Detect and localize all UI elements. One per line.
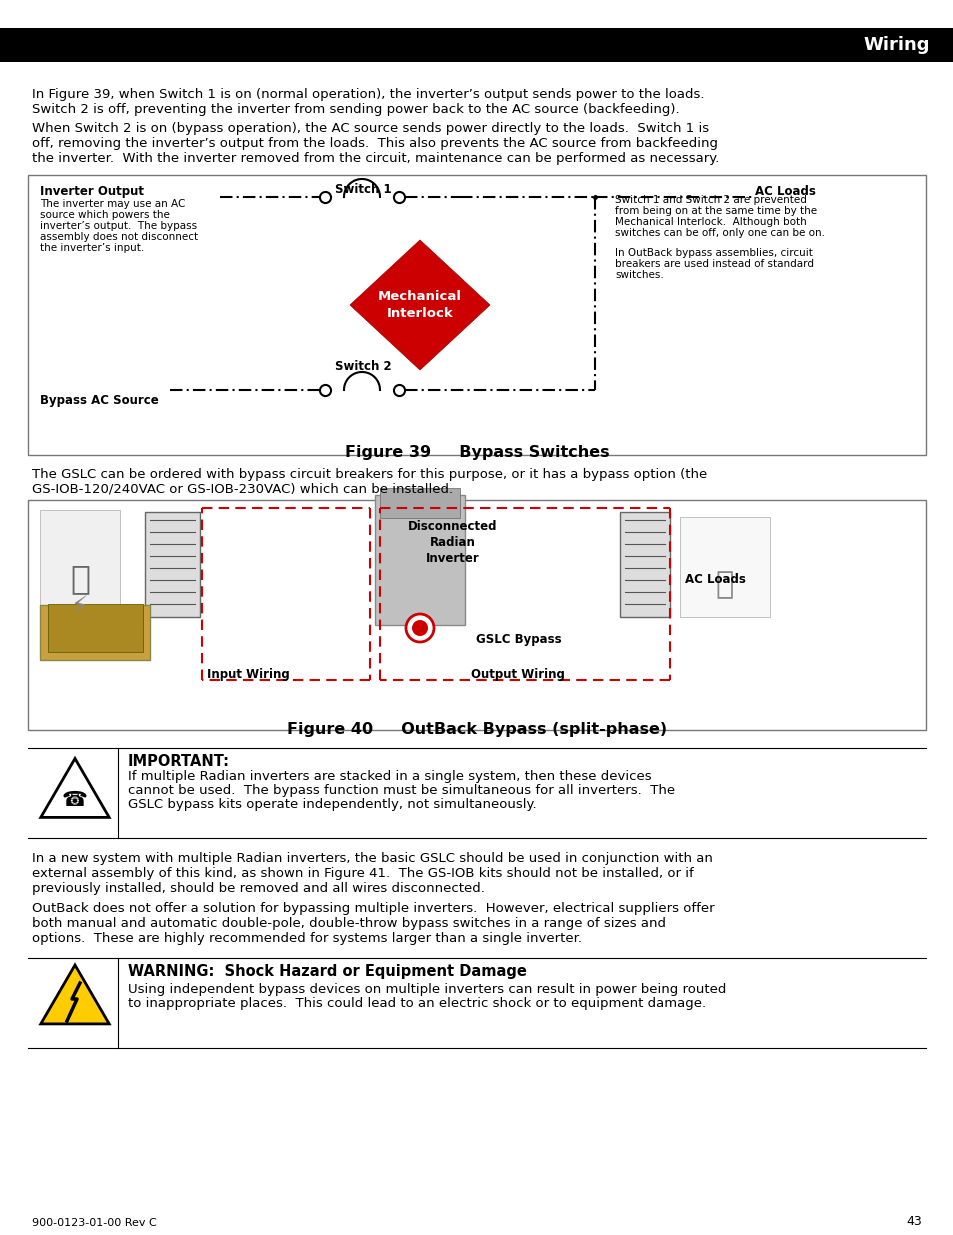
Bar xyxy=(28,500,925,730)
Text: Switch 2: Switch 2 xyxy=(335,359,392,373)
Text: OutBack does not offer a solution for bypassing multiple inverters.  However, el: OutBack does not offer a solution for by… xyxy=(32,902,714,915)
Bar xyxy=(379,488,459,517)
Bar xyxy=(619,513,669,618)
Bar xyxy=(679,517,769,618)
Bar xyxy=(0,28,953,62)
Text: both manual and automatic double-pole, double-throw bypass switches in a range o: both manual and automatic double-pole, d… xyxy=(32,918,665,930)
Text: Using independent bypass devices on multiple inverters can result in power being: Using independent bypass devices on mult… xyxy=(128,983,725,995)
Text: off, removing the inverter’s output from the loads.  This also prevents the AC s: off, removing the inverter’s output from… xyxy=(32,137,718,149)
Text: AC Loads: AC Loads xyxy=(684,573,745,585)
Text: IMPORTANT:: IMPORTANT: xyxy=(128,755,230,769)
Text: to inappropriate places.  This could lead to an electric shock or to equipment d: to inappropriate places. This could lead… xyxy=(128,997,705,1010)
Text: Switch 1: Switch 1 xyxy=(335,183,392,196)
Text: AC Loads: AC Loads xyxy=(754,185,815,198)
Text: 900-0123-01-00 Rev C: 900-0123-01-00 Rev C xyxy=(32,1218,156,1228)
Circle shape xyxy=(406,614,434,642)
Text: GSLC bypass kits operate independently, not simultaneously.: GSLC bypass kits operate independently, … xyxy=(128,798,536,811)
Text: The GSLC can be ordered with bypass circuit breakers for this purpose, or it has: The GSLC can be ordered with bypass circ… xyxy=(32,468,706,480)
Polygon shape xyxy=(41,758,109,818)
Bar xyxy=(48,604,143,652)
Text: In a new system with multiple Radian inverters, the basic GSLC should be used in: In a new system with multiple Radian inv… xyxy=(32,852,712,864)
Text: inverter’s output.  The bypass: inverter’s output. The bypass xyxy=(40,221,197,231)
Text: WARNING:  Shock Hazard or Equipment Damage: WARNING: Shock Hazard or Equipment Damag… xyxy=(128,965,526,979)
Text: Mechanical Interlock.  Although both: Mechanical Interlock. Although both xyxy=(615,217,806,227)
Text: Figure 39     Bypass Switches: Figure 39 Bypass Switches xyxy=(344,445,609,459)
Text: Inverter Output: Inverter Output xyxy=(40,185,144,198)
Text: previously installed, should be removed and all wires disconnected.: previously installed, should be removed … xyxy=(32,882,484,895)
Text: breakers are used instead of standard: breakers are used instead of standard xyxy=(615,259,813,269)
Polygon shape xyxy=(350,240,490,370)
Text: ⚡: ⚡ xyxy=(71,595,89,619)
Text: GS-IOB-120/240VAC or GS-IOB-230VAC) which can be installed.: GS-IOB-120/240VAC or GS-IOB-230VAC) whic… xyxy=(32,483,453,496)
Text: If multiple Radian inverters are stacked in a single system, then these devices: If multiple Radian inverters are stacked… xyxy=(128,769,651,783)
Text: Figure 40     OutBack Bypass (split-phase): Figure 40 OutBack Bypass (split-phase) xyxy=(287,722,666,737)
Circle shape xyxy=(412,620,428,636)
Text: ☎: ☎ xyxy=(62,789,88,809)
Text: Output Wiring: Output Wiring xyxy=(471,668,564,680)
Text: the inverter.  With the inverter removed from the circuit, maintenance can be pe: the inverter. With the inverter removed … xyxy=(32,152,719,165)
Text: Switch 2 is off, preventing the inverter from sending power back to the AC sourc: Switch 2 is off, preventing the inverter… xyxy=(32,103,679,116)
Polygon shape xyxy=(41,965,109,1024)
Text: Disconnected
Radian
Inverter: Disconnected Radian Inverter xyxy=(408,520,497,564)
Bar xyxy=(145,513,200,618)
Text: The inverter may use an AC: The inverter may use an AC xyxy=(40,199,185,209)
Text: switches can be off, only one can be on.: switches can be off, only one can be on. xyxy=(615,228,824,238)
Text: cannot be used.  The bypass function must be simultaneous for all inverters.  Th: cannot be used. The bypass function must… xyxy=(128,784,675,797)
Bar xyxy=(28,175,925,454)
Text: Bypass AC Source: Bypass AC Source xyxy=(40,394,158,408)
Text: external assembly of this kind, as shown in Figure 41.  The GS-IOB kits should n: external assembly of this kind, as shown… xyxy=(32,867,693,881)
Bar xyxy=(40,510,120,620)
Text: Mechanical
Interlock: Mechanical Interlock xyxy=(377,290,461,320)
Text: from being on at the same time by the: from being on at the same time by the xyxy=(615,206,817,216)
Text: Input Wiring: Input Wiring xyxy=(207,668,289,680)
Text: the inverter’s input.: the inverter’s input. xyxy=(40,243,144,253)
Bar xyxy=(375,495,464,625)
Text: switches.: switches. xyxy=(615,270,663,280)
Text: Switch 1 and Switch 2 are prevented: Switch 1 and Switch 2 are prevented xyxy=(615,195,806,205)
Text: In Figure 39, when Switch 1 is on (normal operation), the inverter’s output send: In Figure 39, when Switch 1 is on (norma… xyxy=(32,88,703,101)
Text: 43: 43 xyxy=(905,1215,921,1228)
Text: source which powers the: source which powers the xyxy=(40,210,170,220)
Text: Wiring: Wiring xyxy=(862,36,929,54)
Text: 🏠: 🏠 xyxy=(715,571,734,599)
Text: 🗼: 🗼 xyxy=(70,562,90,595)
Text: assembly does not disconnect: assembly does not disconnect xyxy=(40,232,198,242)
Text: In OutBack bypass assemblies, circuit: In OutBack bypass assemblies, circuit xyxy=(615,248,812,258)
Text: options.  These are highly recommended for systems larger than a single inverter: options. These are highly recommended fo… xyxy=(32,932,581,945)
Bar xyxy=(40,605,150,659)
Text: When Switch 2 is on (bypass operation), the AC source sends power directly to th: When Switch 2 is on (bypass operation), … xyxy=(32,122,708,135)
Text: GSLC Bypass: GSLC Bypass xyxy=(476,634,561,646)
